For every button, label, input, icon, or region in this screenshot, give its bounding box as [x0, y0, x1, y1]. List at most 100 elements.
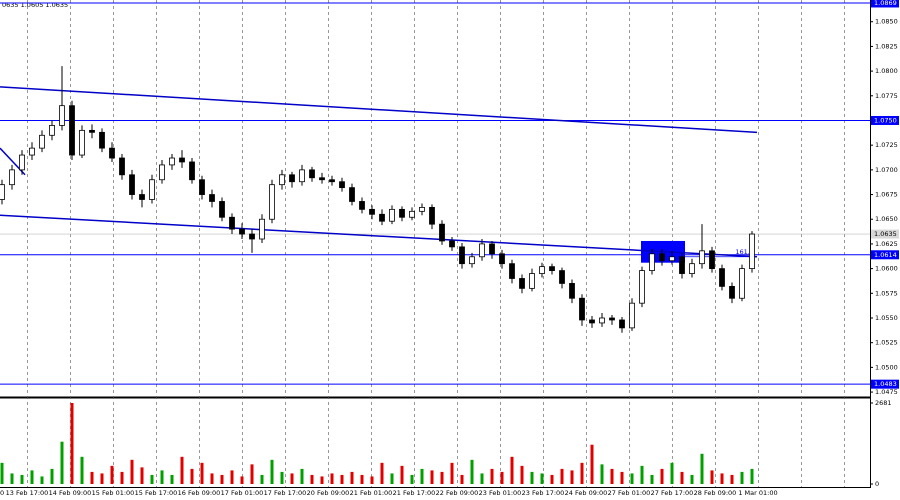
volume-tick-label: 0	[875, 480, 879, 488]
candle-body	[69, 105, 75, 156]
candle-body	[199, 179, 205, 195]
candle-body	[79, 129, 85, 156]
y-tick-label: 1.0625	[875, 240, 898, 248]
candle-body	[149, 179, 155, 200]
candle-body	[49, 125, 55, 136]
time-label: 20 Feb 09:00	[307, 489, 350, 497]
candle-body	[209, 194, 215, 202]
candle-body	[509, 263, 515, 279]
candle-body	[249, 233, 255, 240]
y-tick-label: 1.0525	[875, 339, 898, 347]
candle-body	[169, 157, 175, 166]
candle-body	[239, 228, 245, 235]
candle-body	[259, 218, 265, 240]
time-label: 1 Mar 01:00	[738, 489, 777, 497]
y-tick-label: 1.0475	[875, 388, 898, 396]
time-label: 17 Feb 01:00	[221, 489, 264, 497]
y-tick-label: 1.0850	[875, 18, 898, 26]
candle-body	[59, 105, 65, 126]
time-label: 13 Feb 17:00	[6, 489, 49, 497]
level-label-bg	[871, 250, 899, 260]
candle-body	[729, 285, 735, 299]
candle-body	[519, 278, 525, 289]
candle-body	[569, 283, 575, 299]
candle-body	[299, 169, 305, 183]
candle-body	[359, 201, 365, 210]
candle-body	[369, 208, 375, 215]
candle-body	[119, 157, 125, 176]
trendline	[0, 214, 758, 258]
level-label: 1.0750	[874, 116, 897, 124]
time-label: 14 Feb 09:00	[49, 489, 92, 497]
candle-body	[689, 263, 695, 274]
level-label: 1.0483	[874, 380, 897, 388]
candle-body	[599, 317, 605, 324]
candle-body	[399, 208, 405, 218]
candle-body	[0, 184, 5, 200]
trendline	[0, 147, 26, 176]
candle-body	[649, 253, 655, 271]
level-label: 1.0869	[874, 0, 897, 7]
candle-body	[9, 169, 15, 186]
candle-body	[89, 129, 95, 133]
candle-body	[719, 268, 725, 287]
time-label: 22 Feb 09:00	[436, 489, 479, 497]
candle-body	[579, 297, 585, 321]
candle-body	[499, 253, 505, 265]
time-label: 23 Feb 17:00	[522, 489, 565, 497]
candle-body	[739, 268, 745, 299]
candle-body	[289, 174, 295, 183]
candle-body	[629, 302, 635, 329]
candle-body	[189, 161, 195, 181]
candle-body	[309, 169, 315, 179]
candle-body	[439, 223, 445, 242]
candle-body	[429, 206, 435, 225]
level-label-bg	[871, 379, 899, 389]
level-label: 1.0614	[874, 251, 897, 259]
candle-body	[29, 147, 35, 156]
candle-body	[679, 256, 685, 274]
candle-body	[389, 208, 395, 222]
time-label: 21 Feb 01:00	[350, 489, 393, 497]
candle-body	[269, 184, 275, 220]
y-tick-label: 1.0700	[875, 166, 898, 174]
candle-body	[129, 174, 135, 195]
y-tick-label: 1.0775	[875, 92, 898, 100]
y-tick-label: 1.0800	[875, 67, 898, 75]
candle-body	[619, 319, 625, 329]
y-tick-label: 1.0575	[875, 289, 898, 297]
candle-body	[99, 131, 105, 149]
candle-body	[639, 270, 645, 304]
candle-body	[319, 177, 325, 181]
y-tick-label: 1.0500	[875, 363, 898, 371]
time-label: 0	[0, 489, 4, 497]
candle-body	[609, 317, 615, 321]
time-label: 17 Feb 17:00	[264, 489, 307, 497]
time-label: 27 Feb 01:00	[608, 489, 651, 497]
level-label-bg	[871, 0, 899, 8]
header: 0635 1.0605 1.0635	[2, 1, 68, 9]
candle-body	[229, 216, 235, 230]
candle-body	[459, 246, 465, 265]
candle-body	[179, 157, 185, 163]
candle-body	[419, 206, 425, 212]
candle-body	[659, 253, 665, 262]
candle-body	[539, 266, 545, 274]
candle-body	[219, 201, 225, 218]
y-tick-label: 1.0675	[875, 191, 898, 199]
time-label: 21 Feb 17:00	[393, 489, 436, 497]
time-label: 24 Feb 09:00	[565, 489, 608, 497]
candle-body	[19, 154, 25, 171]
volume-tick-label: 2681	[875, 399, 892, 407]
candle-body	[39, 134, 45, 149]
candle-body	[709, 250, 715, 270]
candle-body	[559, 270, 565, 284]
trendline	[0, 86, 758, 134]
y-tick-label: 1.0725	[875, 141, 898, 149]
candle-body	[109, 147, 115, 159]
time-label: 27 Feb 17:00	[651, 489, 694, 497]
candle-body	[339, 181, 345, 189]
candle-body	[139, 194, 145, 200]
